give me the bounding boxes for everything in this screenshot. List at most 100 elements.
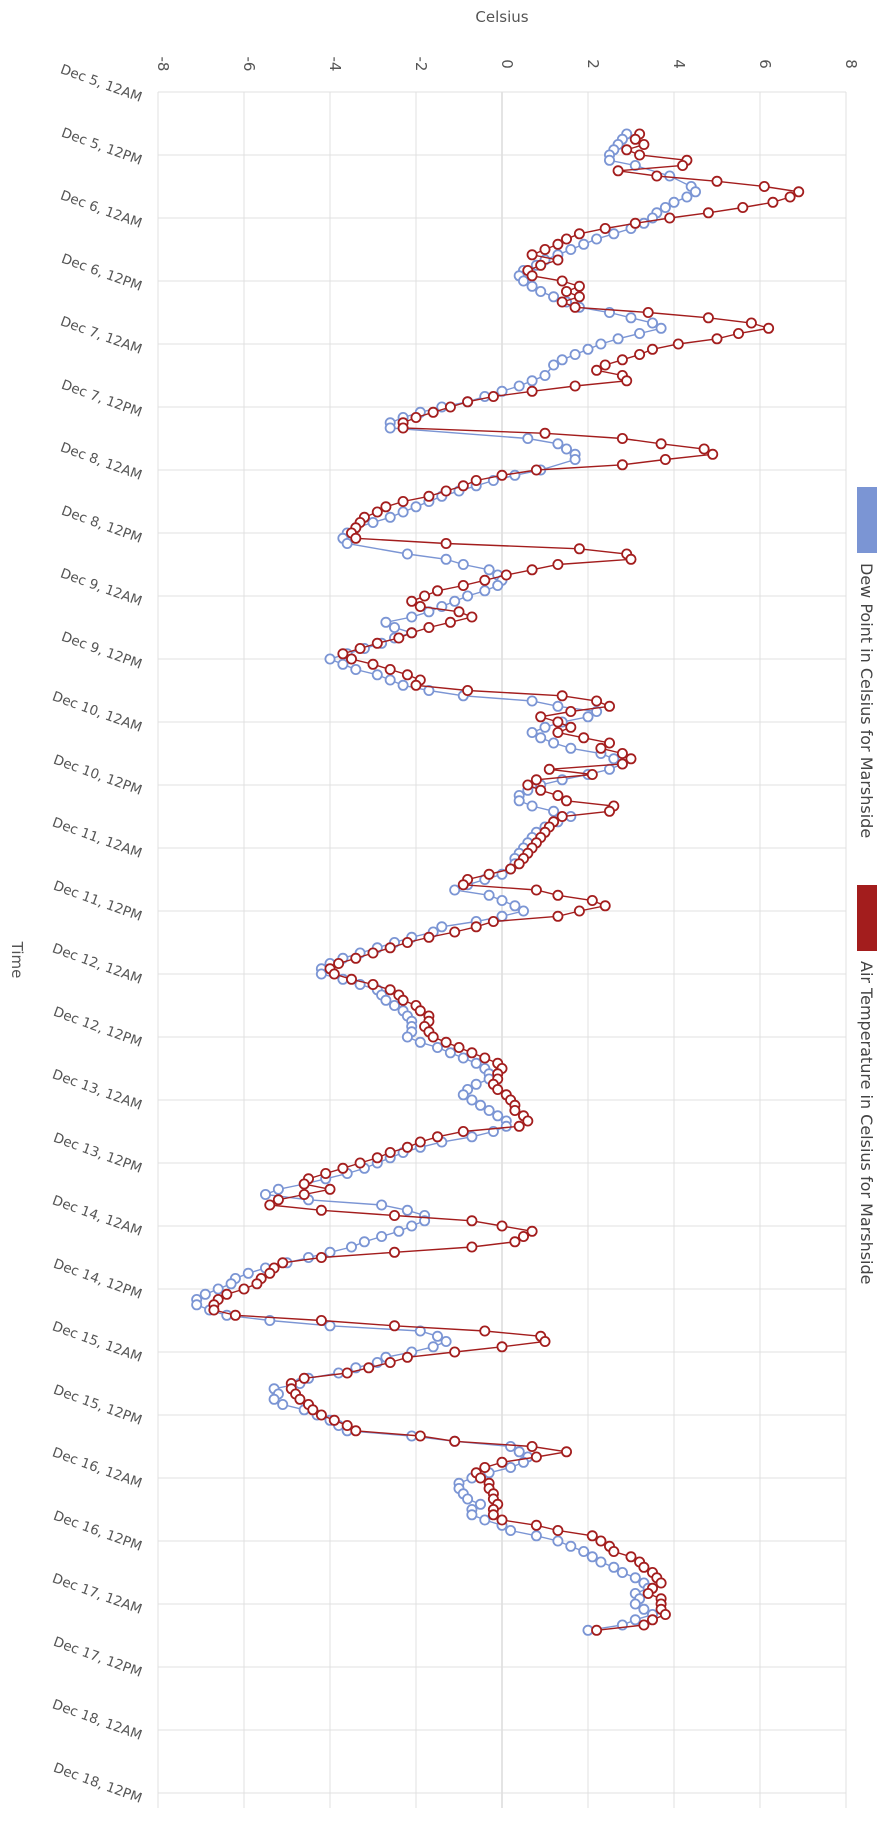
data-point-dew-point[interactable] [608,228,620,240]
data-point-air-temperature[interactable] [702,312,714,324]
data-point-air-temperature[interactable] [341,1420,353,1432]
data-point-air-temperature[interactable] [556,296,568,308]
data-point-dew-point[interactable] [561,443,573,455]
data-point-dew-point[interactable] [505,1462,517,1474]
data-point-air-temperature[interactable] [595,742,607,754]
data-point-air-temperature[interactable] [384,942,396,954]
data-point-air-temperature[interactable] [530,884,542,896]
data-point-dew-point[interactable] [604,154,616,166]
data-point-dew-point[interactable] [647,317,659,329]
data-point-air-temperature[interactable] [518,1231,530,1243]
data-point-air-temperature[interactable] [539,1336,551,1348]
data-point-dew-point[interactable] [668,196,680,208]
data-point-dew-point[interactable] [548,291,560,303]
data-point-air-temperature[interactable] [496,1341,508,1353]
data-point-air-temperature[interactable] [479,1052,491,1064]
data-point-air-temperature[interactable] [573,291,585,303]
data-point-air-temperature[interactable] [474,1472,486,1484]
data-point-dew-point[interactable] [431,1330,443,1342]
data-point-air-temperature[interactable] [354,643,366,655]
data-point-air-temperature[interactable] [616,432,628,444]
data-point-air-temperature[interactable] [737,201,749,213]
data-point-dew-point[interactable] [518,905,530,917]
data-point-dew-point[interactable] [449,595,461,607]
data-point-air-temperature[interactable] [530,1519,542,1531]
data-point-air-temperature[interactable] [496,1514,508,1526]
data-point-dew-point[interactable] [530,1530,542,1542]
data-point-dew-point[interactable] [474,1099,486,1111]
data-point-dew-point[interactable] [629,1598,641,1610]
data-point-air-temperature[interactable] [298,1189,310,1201]
data-point-air-temperature[interactable] [371,1152,383,1164]
data-point-air-temperature[interactable] [784,191,796,203]
data-point-dew-point[interactable] [483,1105,495,1117]
data-point-air-temperature[interactable] [591,364,603,376]
data-point-dew-point[interactable] [384,422,396,434]
data-point-dew-point[interactable] [479,1514,491,1526]
data-point-dew-point[interactable] [526,695,538,707]
data-point-air-temperature[interactable] [745,317,757,329]
data-point-dew-point[interactable] [358,1236,370,1248]
data-point-dew-point[interactable] [518,275,530,287]
data-point-air-temperature[interactable] [543,763,555,775]
data-point-air-temperature[interactable] [350,532,362,544]
data-point-dew-point[interactable] [591,706,603,718]
data-point-air-temperature[interactable] [638,1561,650,1573]
data-point-air-temperature[interactable] [328,968,340,980]
data-point-dew-point[interactable] [406,611,418,623]
data-point-air-temperature[interactable] [535,711,547,723]
data-point-air-temperature[interactable] [530,1451,542,1463]
data-point-air-temperature[interactable] [496,1220,508,1232]
data-point-air-temperature[interactable] [496,1456,508,1468]
legend-item-air-temperature[interactable]: Air Temperature in Celsius for Marshside [857,885,877,1285]
data-point-dew-point[interactable] [526,800,538,812]
data-point-air-temperature[interactable] [625,553,637,565]
data-point-air-temperature[interactable] [604,805,616,817]
data-point-air-temperature[interactable] [767,196,779,208]
data-point-air-temperature[interactable] [763,322,775,334]
data-point-air-temperature[interactable] [591,695,603,707]
data-point-air-temperature[interactable] [526,1225,538,1237]
data-point-air-temperature[interactable] [307,1404,319,1416]
data-point-air-temperature[interactable] [221,1288,233,1300]
data-point-dew-point[interactable] [509,900,521,912]
data-point-air-temperature[interactable] [354,1157,366,1169]
data-point-air-temperature[interactable] [496,469,508,481]
data-point-air-temperature[interactable] [561,285,573,297]
data-point-dew-point[interactable] [479,585,491,597]
data-point-air-temperature[interactable] [552,559,564,571]
data-point-dew-point[interactable] [578,1546,590,1558]
data-point-dew-point[interactable] [513,1446,525,1458]
data-point-air-temperature[interactable] [371,637,383,649]
data-point-air-temperature[interactable] [573,543,585,555]
data-point-air-temperature[interactable] [466,1215,478,1227]
data-point-air-temperature[interactable] [397,495,409,507]
data-point-dew-point[interactable] [401,1204,413,1216]
data-point-dew-point[interactable] [500,1120,512,1132]
data-point-dew-point[interactable] [277,1399,289,1411]
data-point-air-temperature[interactable] [406,595,418,607]
data-point-dew-point[interactable] [444,1047,456,1059]
data-point-air-temperature[interactable] [487,390,499,402]
data-point-air-temperature[interactable] [315,1252,327,1264]
data-point-dew-point[interactable] [629,159,641,171]
data-point-air-temperature[interactable] [483,868,495,880]
data-point-air-temperature[interactable] [367,947,379,959]
data-point-dew-point[interactable] [212,1283,224,1295]
data-point-air-temperature[interactable] [677,159,689,171]
data-point-dew-point[interactable] [436,921,448,933]
data-point-air-temperature[interactable] [345,653,357,665]
data-point-dew-point[interactable] [440,1336,452,1348]
data-point-air-temperature[interactable] [444,616,456,628]
data-point-air-temperature[interactable] [573,905,585,917]
data-point-air-temperature[interactable] [565,721,577,733]
data-point-air-temperature[interactable] [625,753,637,765]
data-point-dew-point[interactable] [535,285,547,297]
data-point-air-temperature[interactable] [397,422,409,434]
data-point-air-temperature[interactable] [384,1147,396,1159]
data-point-air-temperature[interactable] [591,1624,603,1636]
data-point-air-temperature[interactable] [238,1283,250,1295]
data-point-air-temperature[interactable] [758,180,770,192]
data-point-air-temperature[interactable] [470,474,482,486]
data-point-dew-point[interactable] [638,1603,650,1615]
